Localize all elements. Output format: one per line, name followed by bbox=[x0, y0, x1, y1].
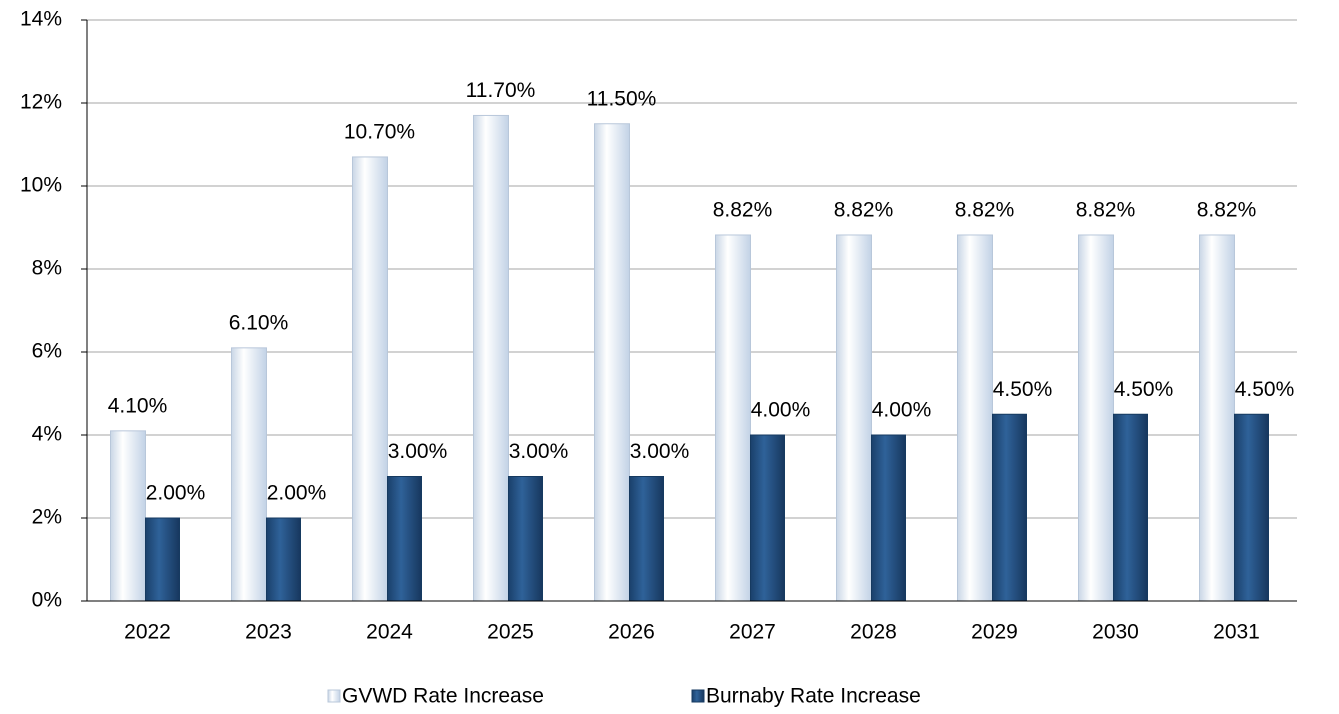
bar bbox=[629, 476, 664, 602]
value-label: 3.00% bbox=[388, 440, 448, 463]
x-tick-label: 2031 bbox=[1213, 621, 1260, 644]
y-tick-label: 8% bbox=[32, 257, 62, 280]
bar bbox=[473, 114, 509, 602]
value-label: 4.10% bbox=[108, 394, 168, 417]
bar bbox=[231, 347, 267, 602]
value-label: 2.00% bbox=[267, 482, 327, 505]
value-label: 10.70% bbox=[344, 120, 415, 143]
bar bbox=[352, 156, 388, 602]
value-label: 4.50% bbox=[1114, 378, 1174, 401]
bar bbox=[750, 434, 785, 602]
x-tick-label: 2025 bbox=[487, 621, 534, 644]
bar bbox=[266, 517, 301, 602]
value-label: 3.00% bbox=[509, 440, 569, 463]
x-tick-label: 2026 bbox=[608, 621, 655, 644]
value-label: 2.00% bbox=[146, 482, 206, 505]
value-label: 8.82% bbox=[1076, 199, 1136, 222]
bar bbox=[387, 476, 422, 602]
value-label: 4.50% bbox=[1235, 378, 1295, 401]
value-label: 8.82% bbox=[1197, 199, 1257, 222]
value-label: 8.82% bbox=[834, 199, 894, 222]
x-tick-label: 2028 bbox=[850, 621, 897, 644]
x-tick-label: 2023 bbox=[245, 621, 292, 644]
bar bbox=[836, 234, 872, 602]
value-label: 11.50% bbox=[587, 87, 657, 110]
y-tick-label: 2% bbox=[32, 506, 62, 529]
x-tick-label: 2022 bbox=[124, 621, 171, 644]
value-label: 8.82% bbox=[955, 199, 1015, 222]
bar bbox=[992, 413, 1027, 602]
x-tick-label: 2024 bbox=[366, 621, 413, 644]
value-label: 11.70% bbox=[466, 79, 536, 102]
value-label: 4.00% bbox=[872, 399, 932, 422]
bar bbox=[871, 434, 906, 602]
y-tick-label: 4% bbox=[32, 423, 62, 446]
value-label: 8.82% bbox=[713, 199, 773, 222]
value-label: 6.10% bbox=[229, 311, 289, 334]
bar bbox=[110, 430, 146, 602]
bar bbox=[1078, 234, 1114, 602]
bar bbox=[594, 123, 630, 602]
value-label: 3.00% bbox=[630, 440, 690, 463]
y-tick-label: 12% bbox=[20, 91, 62, 114]
bar bbox=[145, 517, 180, 602]
legend-label: GVWD Rate Increase bbox=[342, 685, 544, 708]
x-tick-label: 2030 bbox=[1092, 621, 1139, 644]
y-tick-label: 6% bbox=[32, 340, 62, 363]
y-tick-label: 0% bbox=[32, 589, 62, 612]
x-tick-label: 2027 bbox=[729, 621, 776, 644]
legend-swatch bbox=[327, 689, 341, 703]
bar bbox=[508, 476, 543, 602]
value-label: 4.50% bbox=[993, 378, 1053, 401]
bar bbox=[1234, 413, 1269, 602]
y-tick-label: 10% bbox=[20, 174, 62, 197]
x-tick-label: 2029 bbox=[971, 621, 1018, 644]
y-tick-label: 14% bbox=[20, 8, 62, 31]
bar bbox=[1113, 413, 1148, 602]
bar bbox=[715, 234, 751, 602]
bar bbox=[1199, 234, 1235, 602]
value-label: 4.00% bbox=[751, 399, 811, 422]
legend-swatch bbox=[691, 689, 705, 703]
bar bbox=[957, 234, 993, 602]
legend-label: Burnaby Rate Increase bbox=[706, 685, 921, 708]
